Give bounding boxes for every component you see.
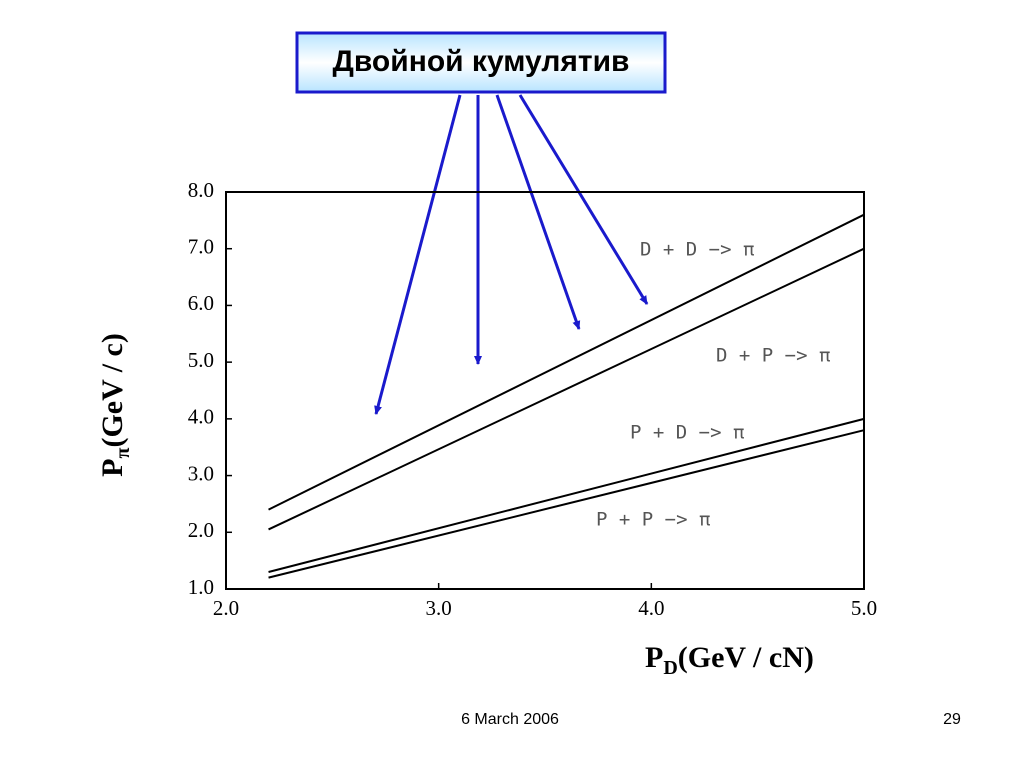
series-line (268, 213, 865, 511)
y-tick-label: 4.0 (188, 405, 214, 429)
plot-frame (225, 191, 865, 590)
y-tick-label: 5.0 (188, 348, 214, 372)
y-tick-label: 8.0 (188, 178, 214, 202)
y-label-main: P (96, 459, 129, 477)
series-label: P + D −> π (630, 422, 744, 444)
y-tick-label: 6.0 (188, 291, 214, 315)
y-label-sub: π (112, 448, 134, 459)
x-tick-label: 3.0 (426, 596, 452, 620)
y-axis-label: Pπ(GeV / c) (96, 333, 134, 477)
x-axis-label: PD(GeV / cN) (645, 641, 814, 679)
arrow (495, 94, 581, 330)
y-label-unit: (GeV / c) (96, 333, 129, 447)
arrow (374, 94, 462, 415)
title-box (295, 31, 667, 94)
y-tick-label: 3.0 (188, 461, 214, 485)
series-label: D + P −> π (716, 345, 830, 367)
y-tick-label: 1.0 (188, 575, 214, 599)
x-tick-label: 2.0 (213, 596, 239, 620)
arrow (518, 94, 649, 305)
x-label-main: P (645, 641, 663, 674)
series-label: P + P −> π (596, 509, 710, 531)
x-tick-label: 4.0 (638, 596, 664, 620)
x-label-sub: D (663, 657, 677, 679)
series-line (268, 247, 865, 531)
series-line (268, 429, 865, 579)
x-label-unit: (GeV / cN) (678, 641, 814, 674)
arrows (374, 94, 649, 415)
x-tick-label: 5.0 (851, 596, 877, 620)
series-line (268, 417, 865, 573)
y-tick-label: 7.0 (188, 235, 214, 259)
slide-title: Двойной кумулятив (333, 45, 630, 78)
series-label: D + D −> π (640, 239, 754, 261)
y-tick-label: 2.0 (188, 518, 214, 542)
footer-date: 6 March 2006 (461, 711, 559, 728)
page-number: 29 (943, 711, 961, 728)
